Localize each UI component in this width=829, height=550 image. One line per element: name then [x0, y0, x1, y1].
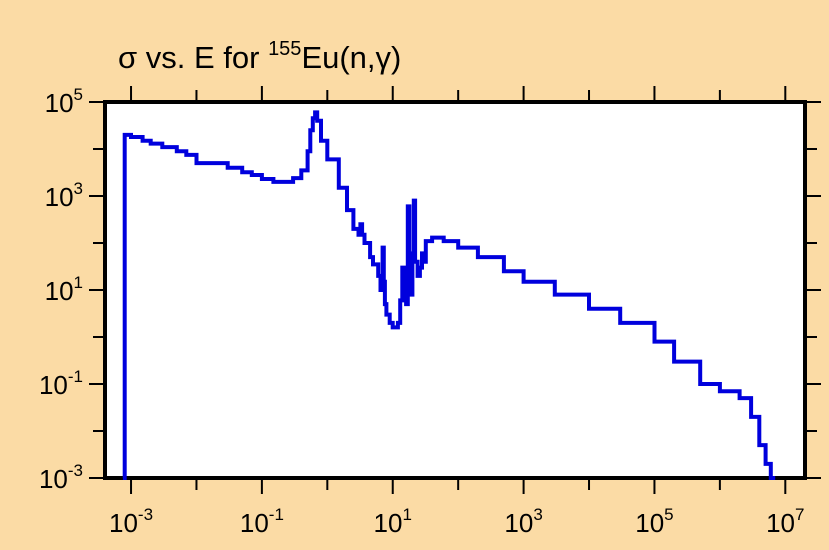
plot-area: [103, 100, 807, 480]
x-tick-label: 10-1: [240, 505, 284, 538]
chart-title-element: Eu(n,: [301, 40, 375, 75]
y-tick-label: 101: [45, 273, 83, 306]
chart-title-particle: γ: [376, 40, 392, 75]
x-tick-label: 103: [504, 505, 542, 538]
x-tick-label: 10-3: [109, 505, 153, 538]
y-tick-label: 105: [45, 85, 83, 118]
y-tick-label: 10-3: [39, 461, 83, 494]
series-line-cross-section: [122, 110, 776, 480]
y-tick-label: 10-1: [39, 367, 83, 400]
x-tick-label: 101: [374, 505, 412, 538]
chart-title: σ vs. E for 155Eu(n,γ): [118, 38, 401, 75]
chart-title-isotope-number: 155: [268, 38, 301, 60]
chart-title-suffix: ): [391, 40, 401, 75]
x-tick-label: 105: [635, 505, 673, 538]
x-tick-label: 107: [766, 505, 804, 538]
chart-title-prefix: σ vs. E for: [118, 40, 268, 75]
ticks-layer: [89, 86, 821, 494]
y-tick-label: 103: [45, 179, 83, 212]
tick-labels-layer: 10-3 10-1 101 103 105 107 105 103 101 10-1 10-3: [39, 85, 805, 538]
